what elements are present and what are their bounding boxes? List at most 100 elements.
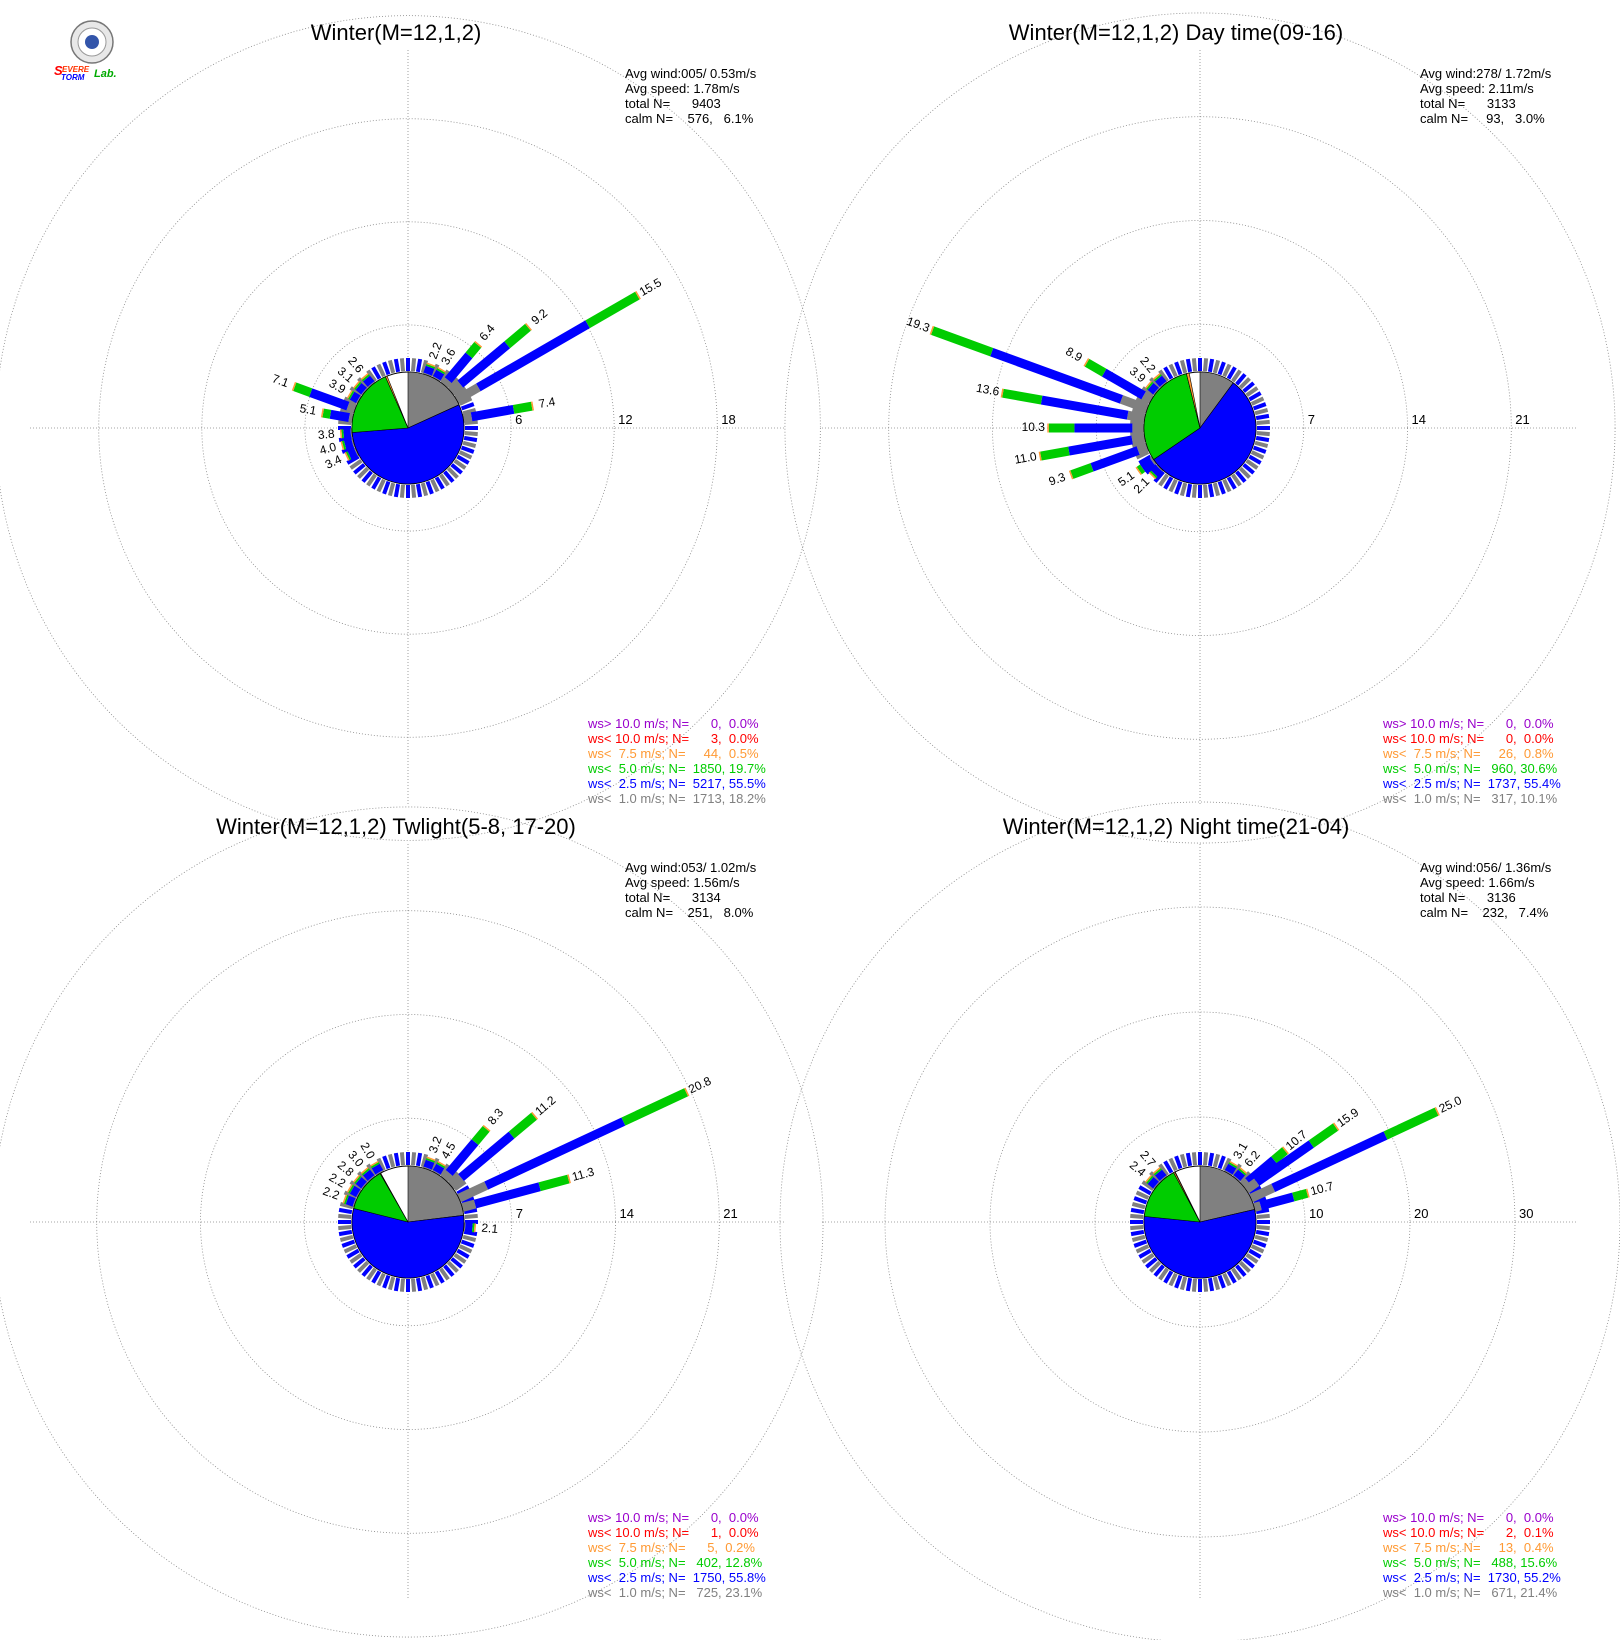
- wind-bar: [346, 401, 357, 414]
- minor-bar: [453, 459, 467, 470]
- minor-bar: [415, 1152, 423, 1167]
- minor-bar: [1149, 1171, 1162, 1184]
- wind-bar: [1148, 471, 1157, 480]
- bar-label: 9.2: [528, 306, 550, 328]
- minor-bar: [1250, 1244, 1265, 1254]
- wind-bar: [1135, 466, 1142, 476]
- minor-bar: [1168, 363, 1178, 378]
- minor-bar: [1217, 1274, 1226, 1289]
- stat-line: total N= 3134: [625, 890, 721, 905]
- minor-bar: [1212, 482, 1221, 497]
- minor-bar: [1222, 1157, 1232, 1172]
- minor-bar: [1226, 366, 1237, 380]
- wind-bar: [1141, 391, 1154, 404]
- legend-entry: ws< 1.0 m/s; N= 725, 23.1%: [587, 1585, 763, 1600]
- wind-bar: [1139, 457, 1155, 472]
- minor-bar: [1226, 476, 1237, 490]
- minor-bar: [339, 407, 354, 416]
- minor-bar: [420, 482, 429, 497]
- minor-bar: [1217, 361, 1226, 376]
- bar-label: 15.5: [637, 275, 665, 299]
- wind-bar: [341, 440, 347, 450]
- wind-bar: [1131, 433, 1146, 445]
- minor-bar: [1222, 363, 1232, 378]
- minor-bar: [346, 1248, 360, 1259]
- svg-text:Lab.: Lab.: [94, 68, 117, 80]
- minor-bar: [366, 369, 377, 383]
- wind-bar: [1090, 446, 1140, 472]
- minor-bar: [1131, 440, 1146, 449]
- minor-bar: [1212, 1276, 1221, 1291]
- pie-slice: [1186, 372, 1201, 429]
- windrose-panel: 10 20 303.16.210.715.925.010.72.72.4Winter…: [779, 801, 1620, 1640]
- wind-bar: [1308, 1123, 1339, 1148]
- wind-bar: [1292, 1188, 1309, 1202]
- svg-text:TORM: TORM: [61, 73, 85, 82]
- minor-bar: [1158, 1163, 1169, 1177]
- wind-bar: [370, 1160, 379, 1167]
- minor-bar: [399, 1278, 406, 1292]
- wind-bar: [482, 1124, 491, 1132]
- wind-bar: [436, 1162, 446, 1169]
- wind-bar: [1119, 395, 1149, 414]
- minor-bar: [382, 1274, 391, 1289]
- minor-bar: [1207, 1152, 1215, 1167]
- minor-bar: [1250, 450, 1265, 460]
- pie-slice: [1199, 1165, 1255, 1223]
- wind-bar: [931, 326, 994, 357]
- minor-bar: [338, 419, 352, 426]
- ring-label: 30: [1519, 1206, 1533, 1221]
- wind-bar: [1136, 464, 1146, 475]
- minor-bar: [434, 476, 445, 490]
- ring-label: 12: [618, 412, 632, 427]
- minor-bar: [1255, 413, 1270, 421]
- wind-bar: [371, 1163, 384, 1175]
- minor-bar: [1254, 440, 1269, 449]
- minor-bar: [1149, 377, 1162, 390]
- wind-bar: [361, 374, 370, 382]
- minor-bar: [1231, 1163, 1242, 1177]
- wind-bar: [423, 365, 435, 376]
- minor-bar: [1153, 1264, 1165, 1277]
- wind-bar: [360, 1167, 369, 1174]
- minor-bar: [1238, 466, 1251, 479]
- minor-bar: [430, 363, 440, 378]
- minor-bar: [1212, 359, 1221, 374]
- wind-bar: [432, 1163, 445, 1175]
- minor-bar: [349, 386, 363, 397]
- minor-bar: [1212, 1153, 1221, 1168]
- minor-bar: [338, 435, 353, 443]
- wind-bar: [345, 1195, 356, 1207]
- legend-entry: ws< 5.0 m/s; N= 960, 30.6%: [1382, 761, 1558, 776]
- minor-bar: [1238, 1260, 1251, 1273]
- stat-line: total N= 9403: [625, 96, 721, 111]
- wind-bar: [458, 1131, 515, 1181]
- wind-bar: [437, 366, 446, 373]
- bar-label: 6.4: [476, 321, 498, 343]
- minor-bar: [410, 484, 417, 498]
- legend-entry: ws< 10.0 m/s; N= 0, 0.0%: [1382, 731, 1554, 746]
- minor-bar: [339, 1234, 354, 1243]
- ring-label: 18: [721, 412, 735, 427]
- minor-bar: [1242, 463, 1255, 475]
- minor-bar: [371, 366, 382, 380]
- minor-bar: [456, 454, 470, 465]
- minor-bar: [420, 1153, 429, 1168]
- range-ring: [784, 12, 1616, 844]
- minor-bar: [1207, 483, 1215, 498]
- bar-label: 11.0: [1013, 449, 1038, 467]
- minor-bar: [434, 1270, 445, 1284]
- minor-bar: [366, 1267, 377, 1281]
- pie-slice: [351, 404, 465, 485]
- minor-bar: [393, 1152, 401, 1167]
- lab-logo: S EVERE TORM Lab.: [54, 20, 117, 82]
- minor-bar: [1256, 419, 1270, 426]
- pie-slice: [1174, 1171, 1201, 1223]
- minor-bar: [410, 358, 417, 372]
- wind-bar: [1254, 1140, 1314, 1186]
- legend-entry: ws< 10.0 m/s; N= 1, 0.0%: [587, 1525, 759, 1540]
- minor-bar: [1174, 1274, 1183, 1289]
- wind-bar: [355, 1177, 367, 1189]
- minor-bar: [1130, 1207, 1145, 1215]
- minor-bar: [1174, 361, 1183, 376]
